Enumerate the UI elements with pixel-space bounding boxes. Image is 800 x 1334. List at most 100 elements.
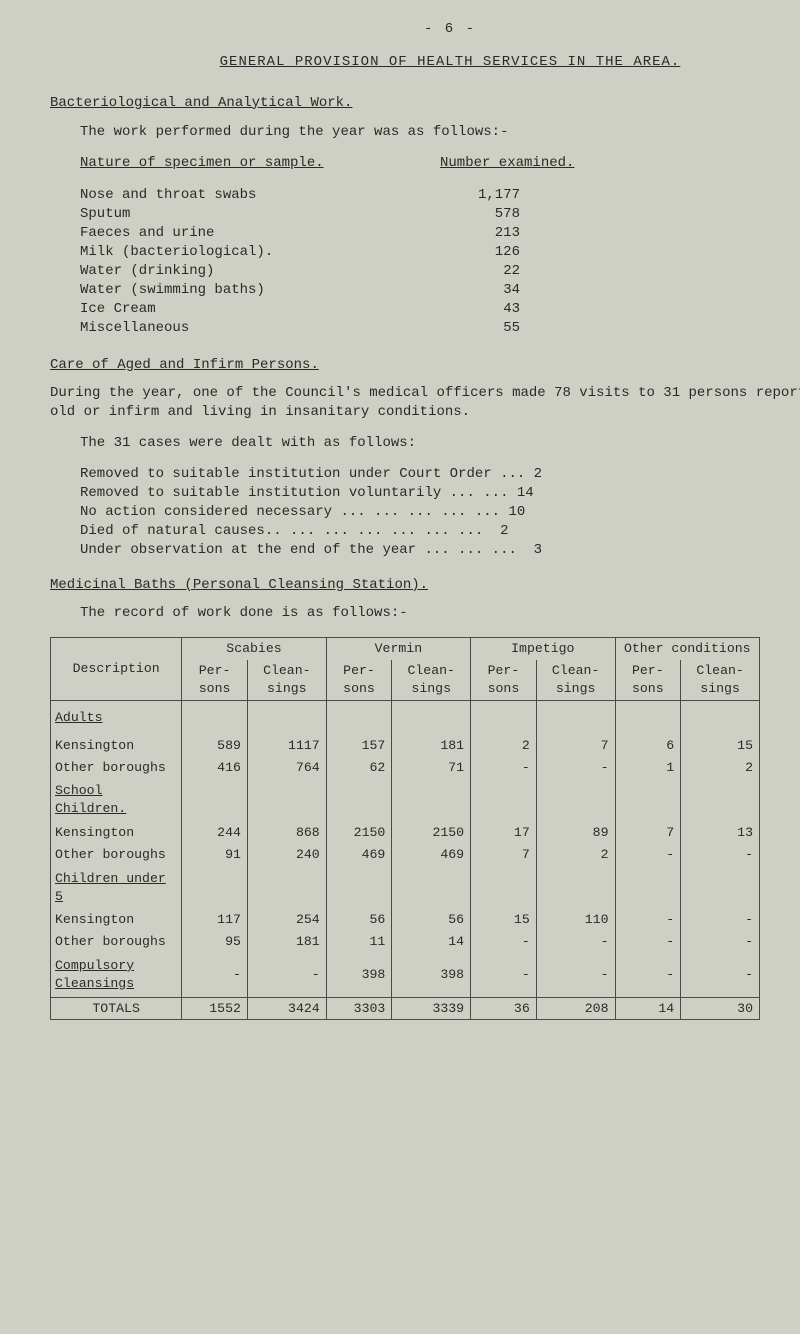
cell: 7 [615,822,681,844]
cell: 181 [247,931,326,953]
cell: - [536,953,615,997]
cases-list: Removed to suitable institution under Co… [80,465,800,559]
cell: 7 [471,844,537,866]
cell: 469 [392,844,471,866]
cell: 157 [326,735,392,757]
cell: 469 [326,844,392,866]
specimen-table: Nose and throat swabs1,177 Sputum578 Fae… [80,186,800,337]
specimen-label-right: Number examined. [440,154,574,173]
subcol-cleansings: Clean- sings [392,660,471,700]
totals-label: TOTALS [51,997,182,1020]
specimen-header-row: Nature of specimen or sample. Number exa… [50,154,800,173]
cell: 868 [247,822,326,844]
page-number: - 6 - [50,20,800,39]
cell: - [536,931,615,953]
cell: - [471,931,537,953]
specimen-value: 578 [440,205,520,224]
care-para-2: The 31 cases were dealt with as follows: [80,434,800,453]
row-label: Other boroughs [51,931,182,953]
cell: 36 [471,997,537,1020]
specimen-name: Water (swimming baths) [80,281,440,300]
specimen-name: Ice Cream [80,300,440,319]
specimen-name: Water (drinking) [80,262,440,281]
baths-heading: Medicinal Baths (Personal Cleansing Stat… [50,576,800,595]
specimen-name: Nose and throat swabs [80,186,440,205]
cell: - [681,844,760,866]
cell: - [681,909,760,931]
bact-heading: Bacteriological and Analytical Work. [50,94,800,113]
cell: - [182,953,248,997]
cell: 1 [615,757,681,779]
subcol-persons: Per- sons [471,660,537,700]
col-group-other: Other conditions [615,638,760,660]
baths-table: Description Scabies Vermin Impetigo Othe… [50,637,760,1020]
baths-intro: The record of work done is as follows:- [80,604,800,623]
subcol-persons: Per- sons [326,660,392,700]
cell: 14 [615,997,681,1020]
cell: 7 [536,735,615,757]
cell: 589 [182,735,248,757]
case-row: Died of natural causes.. ... ... ... ...… [80,522,800,541]
case-row: Under observation at the end of the year… [80,541,800,560]
cell: 2 [536,844,615,866]
specimen-name: Miscellaneous [80,319,440,338]
cell: 240 [247,844,326,866]
specimen-value: 126 [440,243,520,262]
cell: 110 [536,909,615,931]
subcol-persons: Per- sons [615,660,681,700]
cell: 15 [471,909,537,931]
specimen-value: 22 [440,262,520,281]
col-group-scabies: Scabies [182,638,326,660]
group-compulsory: Compulsory Cleansings [51,953,182,997]
cell: 244 [182,822,248,844]
subcol-persons: Per- sons [182,660,248,700]
group-adults: Adults [51,700,182,735]
group-under5: Children under 5 [51,866,182,910]
cell: 15 [681,735,760,757]
cell: 1117 [247,735,326,757]
case-row: Removed to suitable institution voluntar… [80,484,800,503]
cell: 2150 [392,822,471,844]
cell: 95 [182,931,248,953]
col-group-vermin: Vermin [326,638,470,660]
row-label: Kensington [51,909,182,931]
cell: 254 [247,909,326,931]
cell: 764 [247,757,326,779]
cell: 11 [326,931,392,953]
row-label: Other boroughs [51,757,182,779]
cell: 62 [326,757,392,779]
specimen-name: Faeces and urine [80,224,440,243]
cell: 56 [326,909,392,931]
cell: - [471,757,537,779]
cell: 181 [392,735,471,757]
care-heading: Care of Aged and Infirm Persons. [50,356,800,375]
bact-intro: The work performed during the year was a… [80,123,800,142]
cell: - [471,953,537,997]
cell: 3339 [392,997,471,1020]
cell: 2 [471,735,537,757]
cell: 117 [182,909,248,931]
specimen-value: 34 [440,281,520,300]
cell: 56 [392,909,471,931]
cell: 2150 [326,822,392,844]
cell: 208 [536,997,615,1020]
cell: 13 [681,822,760,844]
page-title: GENERAL PROVISION OF HEALTH SERVICES IN … [50,53,800,72]
cell: 1552 [182,997,248,1020]
cell: 30 [681,997,760,1020]
specimen-value: 213 [440,224,520,243]
specimen-value: 55 [440,319,520,338]
cell: 71 [392,757,471,779]
col-description: Description [51,638,182,700]
subcol-cleansings: Clean- sings [536,660,615,700]
cell: 416 [182,757,248,779]
cell: 6 [615,735,681,757]
group-school: School Children. [51,778,182,822]
subcol-cleansings: Clean- sings [681,660,760,700]
specimen-label-left: Nature of specimen or sample. [80,154,440,173]
row-label: Kensington [51,822,182,844]
cell: 2 [681,757,760,779]
specimen-value: 1,177 [440,186,520,205]
cell: 14 [392,931,471,953]
cell: 17 [471,822,537,844]
